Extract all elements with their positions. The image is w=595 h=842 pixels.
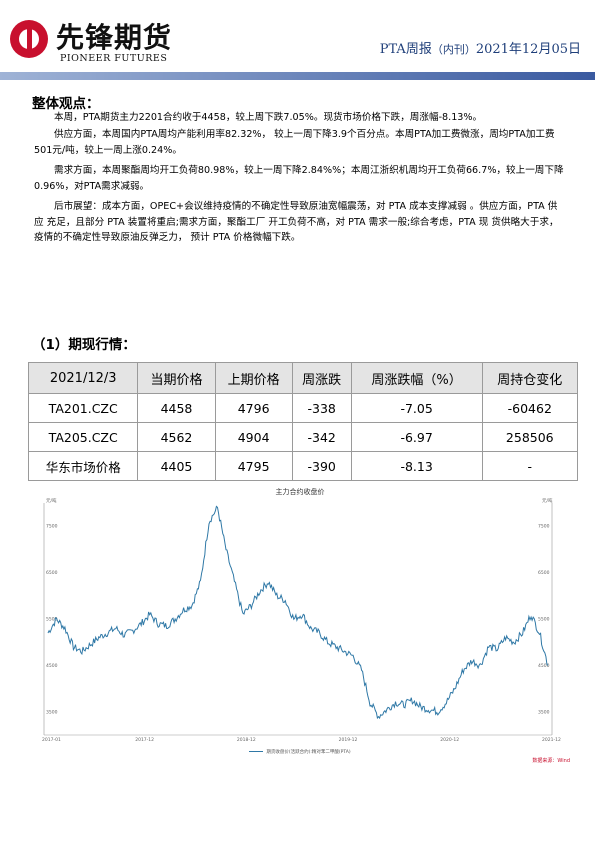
table-cell: 4562: [137, 422, 216, 452]
table-cell: -390: [291, 451, 352, 481]
y-tick-label-left: 3500: [46, 709, 58, 715]
x-tick-label: 2018-12: [237, 737, 256, 743]
table-cell: TA201.CZC: [27, 393, 139, 423]
x-tick-label: 2021-12: [542, 737, 561, 743]
y-tick-label-left: 5500: [46, 617, 58, 623]
table-cell: -7.05: [350, 393, 483, 423]
table-cell: 4904: [214, 422, 293, 452]
y-tick-label-left: 6500: [46, 570, 58, 576]
price-chart: 主力合约收盘价 元/吨 元/吨 3500 3500 4500 4500 5500 5500 65…: [30, 487, 570, 767]
table-row: TA205.CZC 4562 4904 -342 -6.97 258506: [27, 422, 579, 452]
logo-mark-icon: [10, 20, 48, 58]
report-title: PTA周报（内刊）2021年12月05日: [380, 38, 581, 57]
y-axis-unit-right: 元/吨: [542, 497, 553, 504]
table-cell: 4796: [214, 393, 293, 423]
y-tick-label-right: 7500: [538, 524, 550, 530]
table-cell: 华东市场价格: [27, 451, 139, 481]
y-axis-unit-left: 元/吨: [46, 497, 57, 504]
column-header: 周涨跌幅（%）: [350, 362, 483, 394]
quote-table: 2021/12/3 当期价格 上期价格 周涨跌 周涨跌幅（%） 周持仓变化 TA…: [27, 362, 579, 481]
market-heading: （1）期现行情：: [32, 337, 136, 353]
data-source: 数据来源：Wind: [532, 758, 570, 764]
report-date: 2021年12月05日: [475, 42, 581, 57]
x-tick-label: 2020-12: [440, 737, 459, 743]
table-cell: -: [481, 451, 579, 481]
logo-chinese-name: 先锋期货: [56, 21, 173, 54]
y-tick-label-right: 5500: [538, 617, 550, 623]
chart-legend: 期货收盘价(活跃合约):精对苯二甲酸(PTA): [30, 749, 570, 755]
overview-paragraph-2: 供应方面，本周国内PTA周均产能利用率82.32%， 较上一周下降3.9个百分点…: [34, 129, 555, 156]
table-header-row: 2021/12/3 当期价格 上期价格 周涨跌 周涨跌幅（%） 周持仓变化: [27, 362, 579, 394]
series-line: [47, 505, 549, 720]
chart-title: 主力合约收盘价: [275, 488, 325, 496]
table-row: 华东市场价格 4405 4795 -390 -8.13 -: [27, 451, 579, 481]
overview-paragraph-3: 需求方面，本周聚酯周均开工负荷80.98%，较上一周下降2.84%%；本周江浙织…: [34, 165, 564, 192]
table-cell: -338: [291, 393, 352, 423]
column-header: 上期价格: [214, 362, 293, 394]
x-tick-label: 2017-12: [135, 737, 154, 743]
table-cell: -8.13: [350, 451, 483, 481]
y-tick-label-left: 7500: [46, 524, 58, 530]
table-row: TA201.CZC 4458 4796 -338 -7.05 -60462: [27, 393, 579, 423]
y-tick-label-left: 4500: [46, 663, 58, 669]
chart-svg: 元/吨 元/吨 3500 3500 4500 4500 5500 5500 6500 6500 75…: [42, 497, 561, 743]
page-header: 先锋期货 PIONEER FUTURES PTA周报（内刊）2021年12月05…: [0, 0, 595, 80]
x-tick-label: 2017-01: [42, 737, 61, 743]
y-tick-label-right: 6500: [538, 570, 550, 576]
x-tick-label: 2019-12: [339, 737, 358, 743]
table-cell: 258506: [481, 422, 579, 452]
legend-swatch: [249, 750, 264, 753]
report-name: PTA周报: [379, 42, 432, 57]
logo-english-name: PIONEER FUTURES: [60, 53, 168, 64]
column-header: 周持仓变化: [481, 362, 579, 394]
header-band: [0, 72, 595, 80]
report-type: （内刊）: [431, 43, 476, 56]
overview-paragraph-1: 本周，PTA期货主力2201合约收于4458，较上周下跌7.05%。现货市场价格…: [54, 112, 483, 123]
table-cell: TA205.CZC: [27, 422, 139, 452]
column-header: 周涨跌: [291, 362, 352, 394]
overview-paragraph-4: 后市展望：成本方面，OPEC+会议维持疫情的不确定性导致原油宽幅震荡，对 PTA…: [34, 201, 559, 243]
table-cell: 4458: [137, 393, 216, 423]
table-cell: 4795: [214, 451, 293, 481]
table-cell: -6.97: [350, 422, 483, 452]
overview-heading: 整体观点：: [32, 96, 100, 112]
y-tick-label-right: 3500: [538, 709, 550, 715]
table-cell: -342: [291, 422, 352, 452]
y-tick-label-right: 4500: [538, 663, 550, 669]
column-header: 2021/12/3: [27, 362, 139, 394]
table-cell: 4405: [137, 451, 216, 481]
column-header: 当期价格: [137, 362, 216, 394]
table-cell: -60462: [481, 393, 579, 423]
legend-label: 期货收盘价(活跃合约):精对苯二甲酸(PTA): [266, 750, 351, 755]
